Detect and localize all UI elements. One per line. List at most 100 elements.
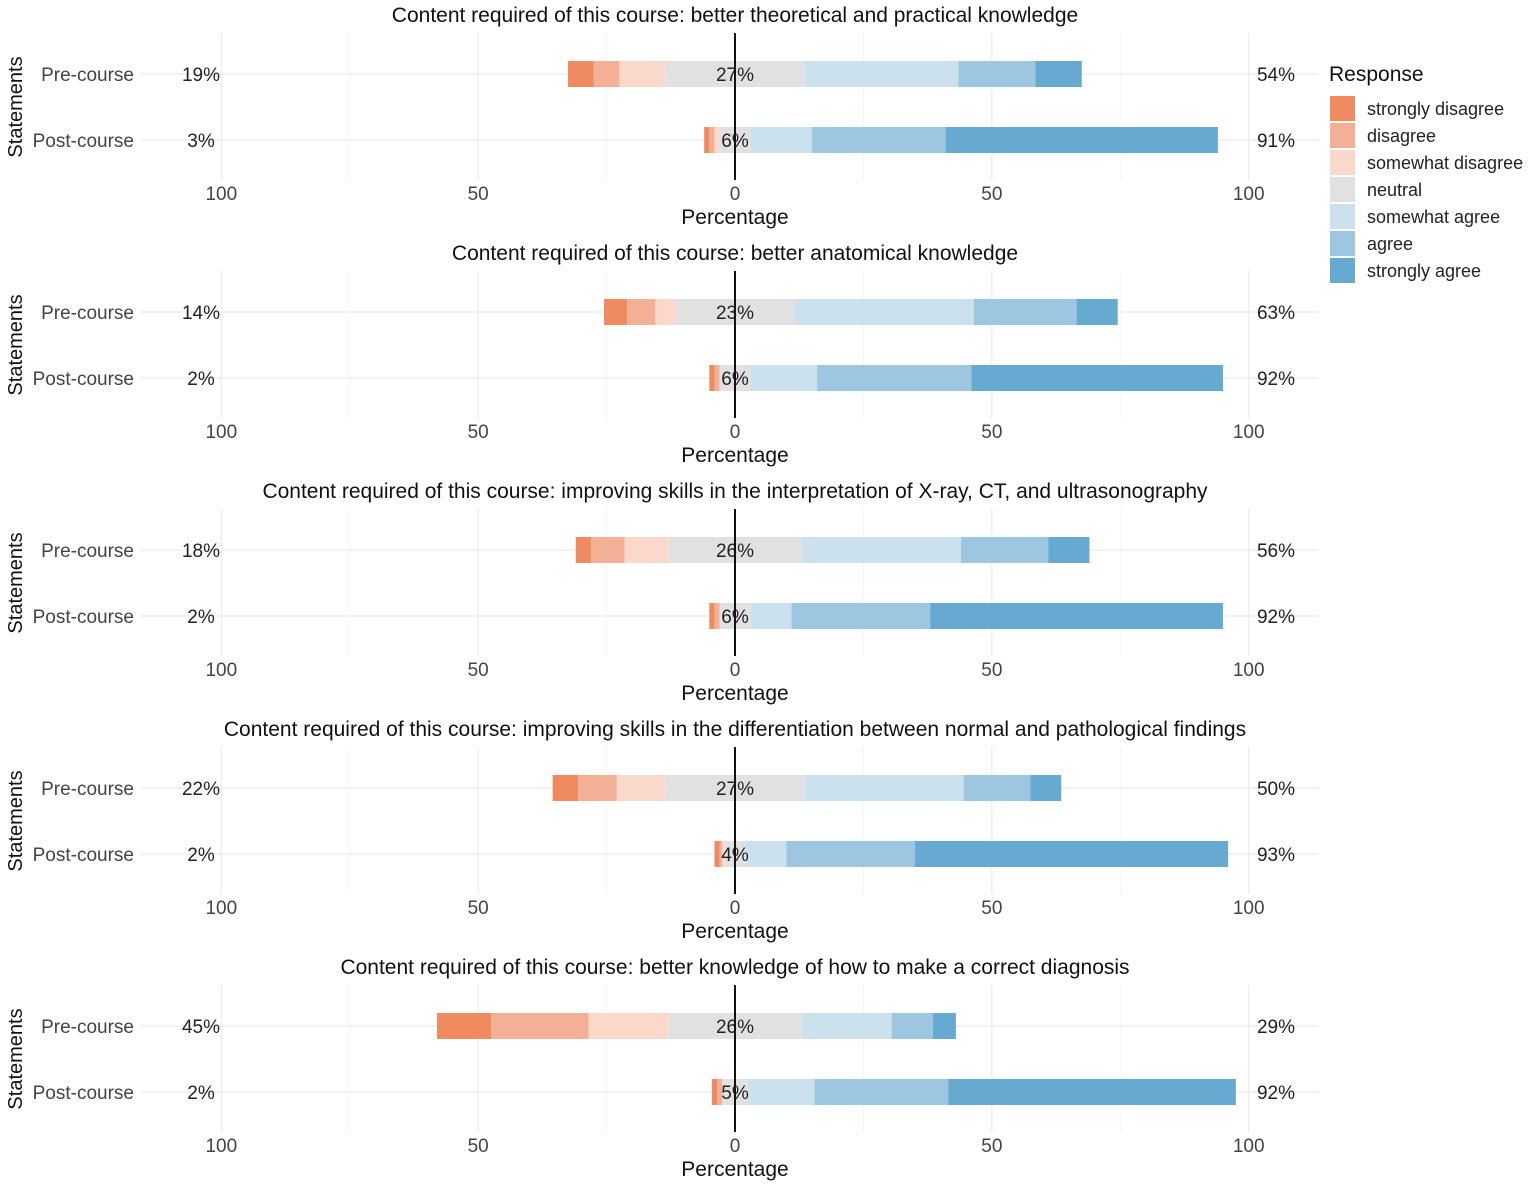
bar-segment-strongly-disagree [709,365,715,391]
legend-item: somewhat agree [1330,204,1500,229]
panel-5: Content required of this course: better … [5,956,1319,1181]
panel-1: Content required of this course: better … [5,4,1319,229]
bar-segment-disagree [709,127,715,153]
bar-segment-disagree [717,1079,723,1105]
x-tick-label: 50 [468,1136,489,1157]
x-tick-label: 100 [1233,1136,1265,1157]
bar-segment-disagree [591,537,625,563]
row-label: Post-course [33,607,134,628]
row-label: Pre-course [41,541,134,562]
x-tick-label: 50 [981,660,1002,681]
bar-segment-strongly-disagree [711,1079,718,1105]
panel-title: Content required of this course: better … [340,956,1129,979]
bar-segment-strongly-disagree [709,603,715,629]
bar-segment-strongly-disagree [704,127,710,153]
x-tick-label: 100 [205,1136,237,1157]
panel-2: Content required of this course: better … [5,242,1319,467]
row-label: Pre-course [41,1017,134,1038]
bar-segment-somewhat-disagree [588,1013,669,1039]
x-tick-label: 0 [730,184,741,205]
legend-label: somewhat agree [1367,207,1500,227]
right-percent-label: 63% [1257,303,1295,324]
bar-segment-strongly-agree [945,127,1218,153]
x-axis-title: Percentage [681,682,788,705]
bar-segment-disagree [714,603,720,629]
legend-swatch [1330,150,1355,175]
x-tick-label: 50 [981,422,1002,443]
bar-segment-somewhat-disagree [619,61,666,87]
x-tick-label: 100 [205,422,237,443]
x-tick-label: 50 [981,898,1002,919]
right-percent-label: 92% [1257,1083,1295,1104]
legend-label: disagree [1367,126,1436,146]
bar-segment-somewhat-agree [804,775,964,801]
bar-segment-agree [817,365,972,391]
bar-segment-strongly-agree [971,365,1224,391]
x-tick-label: 100 [205,898,237,919]
x-tick-label: 50 [468,422,489,443]
y-axis-title: Statements [5,56,27,157]
x-axis-title: Percentage [681,1158,788,1181]
legend-swatch [1330,231,1355,256]
legend-item: strongly disagree [1330,96,1504,121]
bar-segment-strongly-agree [948,1079,1236,1105]
right-percent-label: 54% [1257,65,1295,86]
bar-segment-strongly-disagree [437,1013,491,1039]
legend-item: somewhat disagree [1330,150,1523,175]
bar-segment-somewhat-agree [750,365,818,391]
left-percent-label: 22% [182,779,220,800]
bar-segment-disagree [593,61,620,87]
bar-segment-somewhat-agree [750,603,792,629]
legend-item: agree [1330,231,1413,256]
bar-segment-somewhat-agree [750,127,813,153]
legend-swatch [1330,258,1355,283]
x-tick-label: 100 [205,660,237,681]
legend-swatch [1330,177,1355,202]
legend-label: strongly agree [1367,261,1481,281]
x-tick-label: 0 [730,1136,741,1157]
x-tick-label: 50 [468,660,489,681]
bar-segment-agree [973,299,1077,325]
x-tick-label: 100 [1233,660,1265,681]
y-axis-title: Statements [5,770,27,871]
bar-segment-strongly-agree [1035,61,1082,87]
left-percent-label: 3% [187,131,215,152]
bar-segment-somewhat-disagree [616,775,666,801]
panels: Content required of this course: better … [5,4,1319,1181]
bar-segment-disagree [714,365,720,391]
left-percent-label: 45% [182,1017,220,1038]
right-percent-label: 29% [1257,1017,1295,1038]
bar-segment-strongly-agree [1076,299,1118,325]
panel-title: Content required of this course: better … [452,242,1018,265]
bar-segment-somewhat-agree [801,1013,892,1039]
left-percent-label: 18% [182,541,220,562]
left-percent-label: 2% [187,607,215,628]
x-tick-label: 50 [468,184,489,205]
right-percent-label: 91% [1257,131,1295,152]
row-label: Post-course [33,131,134,152]
right-percent-label: 56% [1257,541,1295,562]
left-percent-label: 14% [182,303,220,324]
bar-segment-somewhat-disagree [624,537,669,563]
panel-title: Content required of this course: better … [392,4,1078,27]
legend-swatch [1330,96,1355,121]
x-tick-label: 100 [1233,422,1265,443]
bar-segment-disagree [719,841,723,867]
x-tick-label: 50 [468,898,489,919]
panel-title: Content required of this course: improvi… [224,718,1246,741]
bar-segment-agree [786,841,915,867]
legend-swatch [1330,204,1355,229]
x-tick-label: 50 [981,1136,1002,1157]
bar-segment-agree [812,127,946,153]
legend-item: strongly agree [1330,258,1481,283]
bar-segment-strongly-disagree [604,299,628,325]
bar-segment-disagree [578,775,617,801]
legend-swatch [1330,123,1355,148]
left-percent-label: 2% [187,1083,215,1104]
right-percent-label: 50% [1257,779,1295,800]
bar-segment-somewhat-agree [745,841,787,867]
legend-item: neutral [1330,177,1422,202]
bar-segment-somewhat-agree [801,537,962,563]
x-axis-title: Percentage [681,920,788,943]
